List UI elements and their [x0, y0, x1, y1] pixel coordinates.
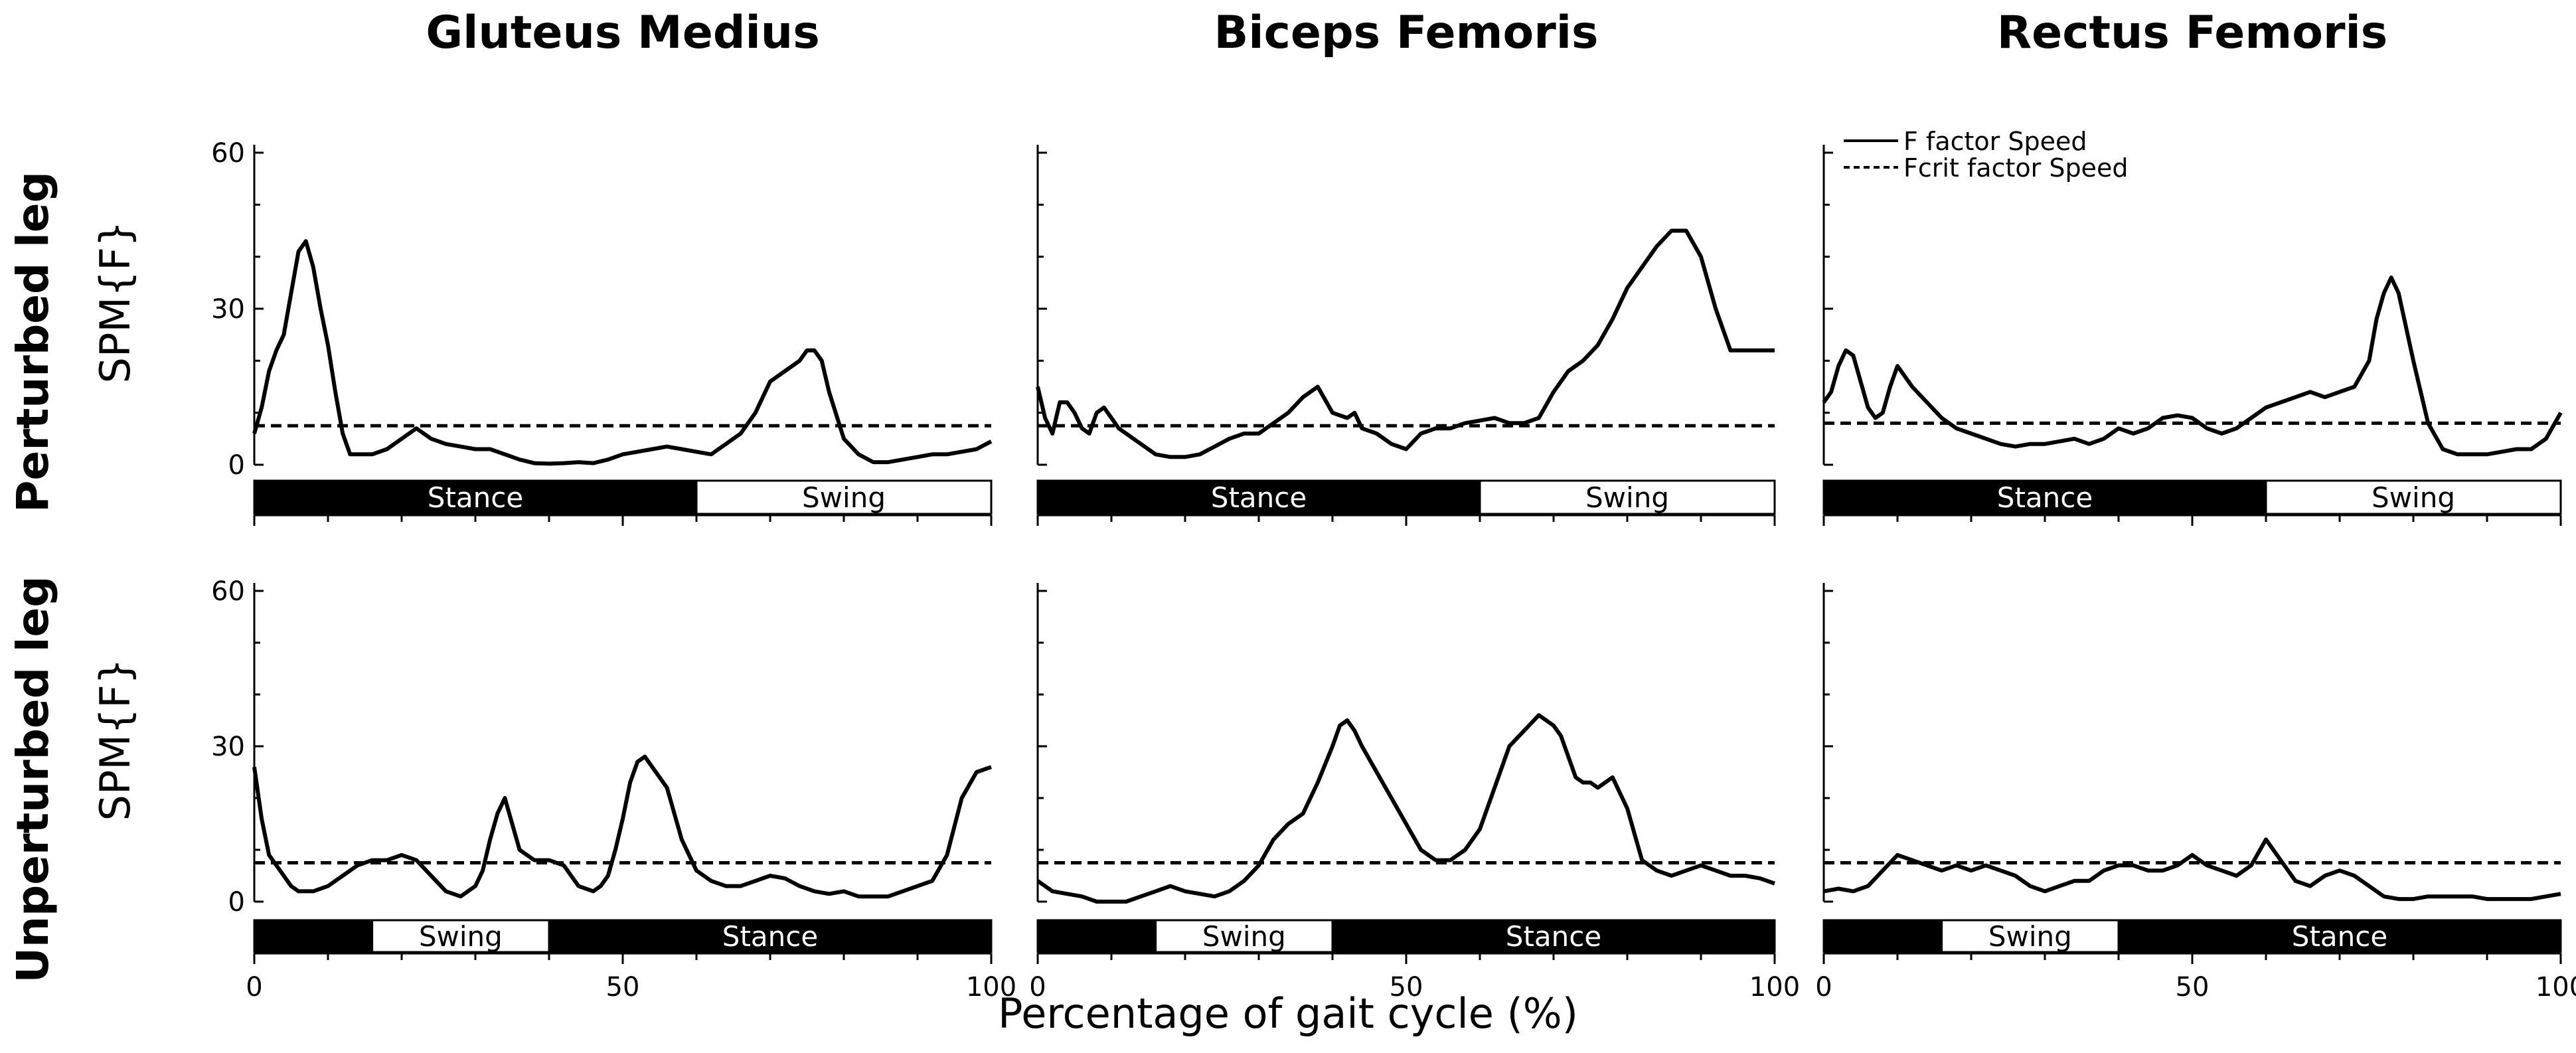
x-axis-label: Percentage of gait cycle (%) [998, 989, 1578, 1038]
phase-segment [1155, 919, 1334, 953]
y-tick-label: 30 [211, 732, 245, 762]
panel-1-2 [1822, 583, 2562, 964]
f-curve [252, 754, 992, 899]
phase-label: Swing [1988, 920, 2072, 953]
panel-1-0 [252, 583, 993, 964]
x-tick-label: 50 [1390, 972, 1423, 1003]
x-tick-label: 50 [2176, 972, 2210, 1003]
f-curve [1036, 713, 1775, 904]
phase-label: Stance [1997, 481, 2093, 514]
phase-label: Swing [1585, 481, 1669, 514]
row-title: Perturbed leg [7, 171, 58, 513]
phase-segment [695, 479, 993, 515]
x-tick-label: 100 [966, 972, 1016, 1003]
phase-segment [548, 919, 993, 953]
phase-segment [1941, 919, 2120, 953]
phase-segment [1822, 919, 1943, 953]
panel-1-1 [1036, 583, 1776, 964]
phase-label: Stance [1211, 481, 1307, 514]
legend-entry: Fcrit factor Speed [1903, 153, 2128, 183]
phase-label: Stance [1506, 920, 1601, 953]
phase-label: Swing [1202, 920, 1286, 953]
phase-segment [1036, 919, 1157, 953]
y-tick-label: 30 [211, 294, 245, 325]
phase-label: Stance [2292, 920, 2387, 953]
f-curve [252, 239, 993, 466]
phase-segment [2265, 479, 2562, 515]
phase-segment [2117, 919, 2562, 953]
y-axis-label: SPM{F} [91, 659, 139, 821]
x-tick-label: 50 [606, 972, 640, 1003]
x-tick-label: 0 [246, 972, 262, 1003]
panel-0-2 [1822, 145, 2563, 526]
phase-label: Swing [419, 920, 503, 953]
x-tick-label: 0 [1815, 972, 1832, 1003]
y-tick-label: 60 [211, 576, 245, 607]
column-title: Gluteus Medius [426, 7, 819, 59]
y-tick-label: 0 [228, 887, 245, 918]
f-curve [1822, 276, 2563, 457]
row-title: Unperturbed leg [7, 576, 58, 983]
x-tick-label: 100 [2536, 972, 2576, 1003]
panel-0-1 [1036, 145, 1776, 526]
phase-label: Stance [722, 920, 818, 953]
phase-label: Swing [2372, 481, 2455, 514]
y-tick-label: 60 [211, 138, 245, 169]
f-curve [1036, 228, 1775, 459]
phase-label: Stance [428, 481, 523, 514]
x-tick-label: 100 [1749, 972, 1800, 1003]
column-title: Rectus Femoris [1997, 7, 2388, 59]
phase-segment [1331, 919, 1776, 953]
x-tick-label: 0 [1029, 972, 1046, 1003]
phase-label: Swing [802, 481, 886, 514]
phase-segment [1822, 479, 2267, 515]
legend-entry: F factor Speed [1903, 127, 2087, 156]
column-title: Biceps Femoris [1214, 7, 1598, 59]
phase-segment [1479, 479, 1776, 515]
y-tick-label: 0 [228, 450, 245, 481]
f-curve [1823, 837, 2561, 902]
y-axis-label: SPM{F} [91, 221, 139, 384]
phase-segment [371, 919, 550, 953]
panel-0-0 [252, 145, 993, 526]
phase-segment [253, 919, 374, 953]
